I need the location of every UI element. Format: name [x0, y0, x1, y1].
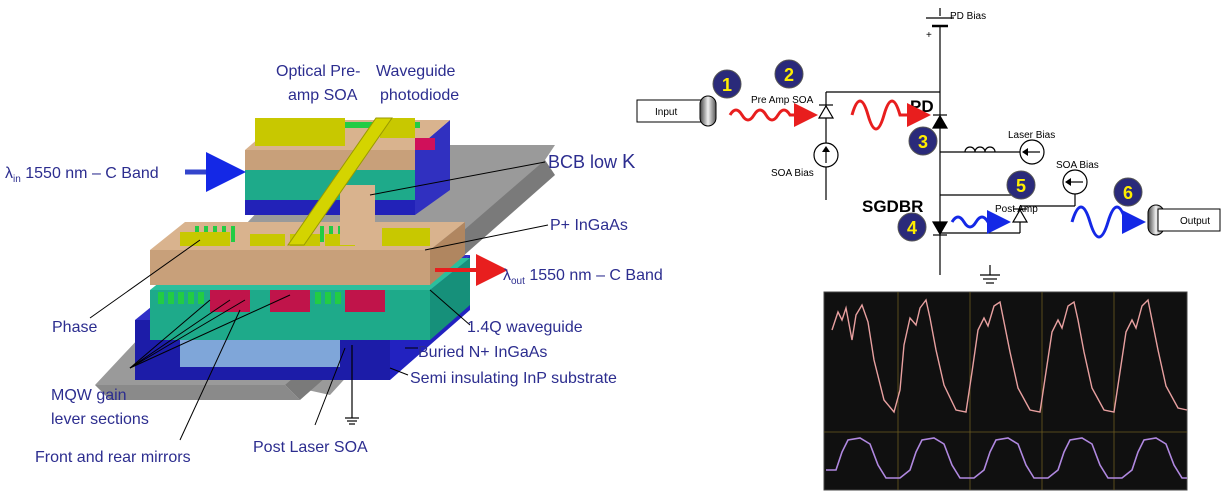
mqw-section-2: [270, 290, 310, 312]
svg-text:5: 5: [1016, 176, 1026, 196]
label-waveguide-pd-1: Waveguide: [376, 63, 456, 80]
preamp-soa-diode: [817, 104, 835, 119]
label-soa-bias-right: SOA Bias: [1056, 160, 1099, 171]
device-diagram: Optical Pre- amp SOA Waveguide photodiod…: [5, 63, 663, 466]
scope-trace-bottom: [826, 437, 1187, 479]
label-pd: PD: [910, 97, 934, 116]
step-badge-1: 1: [712, 69, 742, 99]
leader-lines: [89, 161, 549, 441]
label-semi-ins: Semi insulating InP substrate: [410, 370, 617, 387]
wave-red-small: [728, 103, 818, 127]
label-post-amp: Post Amp: [995, 204, 1038, 215]
label-waveguide-14q: 1.4Q waveguide: [467, 319, 583, 336]
post-soa-block: [180, 335, 340, 367]
label-mirrors: Front and rear mirrors: [35, 449, 191, 466]
contact-front-mirror: [180, 232, 230, 246]
label-mqw-2: lever sections: [51, 411, 149, 428]
label-optical-preamp-1: Optical Pre-: [276, 63, 360, 80]
substrate-base: [95, 385, 300, 400]
wave-blue-small: [950, 210, 1011, 234]
grating-rear: [315, 292, 341, 304]
oscilloscope: [823, 291, 1188, 491]
upper-tan: [245, 150, 415, 170]
svg-text:2: 2: [784, 65, 794, 85]
step-badge-4: 4: [897, 212, 927, 242]
label-soa-bias-left: SOA Bias: [771, 168, 814, 179]
svg-text:3: 3: [918, 132, 928, 152]
svg-text:1: 1: [722, 75, 732, 95]
circuit-diagram: PD Bias + Input Output SOA Bias Pre Amp …: [636, 8, 1221, 284]
upper-green: [300, 122, 420, 128]
label-pre-amp-soa: Pre Amp SOA: [751, 95, 814, 106]
svg-text:6: 6: [1123, 183, 1133, 203]
waveguide-side: [430, 258, 470, 340]
upper-red: [415, 138, 435, 150]
circuit-ground: [980, 265, 1000, 284]
step-badge-3: 3: [908, 126, 938, 156]
label-plus: +: [926, 30, 932, 41]
scope-trace-top: [831, 298, 1188, 414]
ground-symbol: [345, 345, 359, 425]
bcb-bridge: [340, 185, 375, 245]
preamp-contact: [255, 118, 345, 146]
sgdbr-diode: [931, 221, 949, 236]
label-optical-preamp-2: amp SOA: [288, 87, 358, 104]
scope-grid: [824, 292, 1187, 490]
interconnect: [287, 117, 393, 246]
step-badge-2: 2: [774, 59, 804, 89]
label-lambda-in: λin 1550 nm – C Band: [5, 165, 159, 185]
label-input: Input: [655, 107, 677, 118]
label-output: Output: [1180, 216, 1210, 227]
laser-bias-inductor: [964, 146, 996, 153]
label-post-laser-soa: Post Laser SOA: [253, 439, 368, 456]
scope-screen: [823, 291, 1188, 491]
step-badge-5: 5: [1006, 170, 1036, 200]
label-sgdbr: SGDBR: [862, 197, 923, 216]
label-pd-bias: PD Bias: [950, 11, 986, 22]
svg-text:4: 4: [907, 218, 917, 238]
post-amp-diode: [1011, 208, 1029, 223]
label-buried-n: Buried N+ InGaAs: [418, 344, 547, 361]
input-lens: [699, 95, 717, 127]
step-badge-6: 6: [1113, 177, 1143, 207]
label-mqw-1: MQW gain: [51, 387, 127, 404]
tan-slab-front: [150, 250, 430, 285]
pd-bias-battery: [926, 8, 954, 28]
label-laser-bias: Laser Bias: [1008, 130, 1055, 141]
contact-post-soa: [382, 228, 430, 246]
output-fiber: [1157, 208, 1221, 232]
label-p-ingaas: P+ InGaAs: [550, 217, 628, 234]
label-bcb: BCB low K: [548, 151, 636, 173]
label-phase: Phase: [52, 319, 97, 336]
wave-red-large: [850, 99, 931, 131]
contact-phase: [250, 234, 285, 246]
mqw-section-3: [345, 290, 385, 312]
label-lambda-out: λout 1550 nm – C Band: [503, 267, 663, 287]
wave-blue-large: [1070, 205, 1146, 239]
label-waveguide-pd-2: photodiode: [380, 87, 459, 104]
pd-diode: [931, 114, 949, 129]
grating-front: [158, 292, 204, 304]
